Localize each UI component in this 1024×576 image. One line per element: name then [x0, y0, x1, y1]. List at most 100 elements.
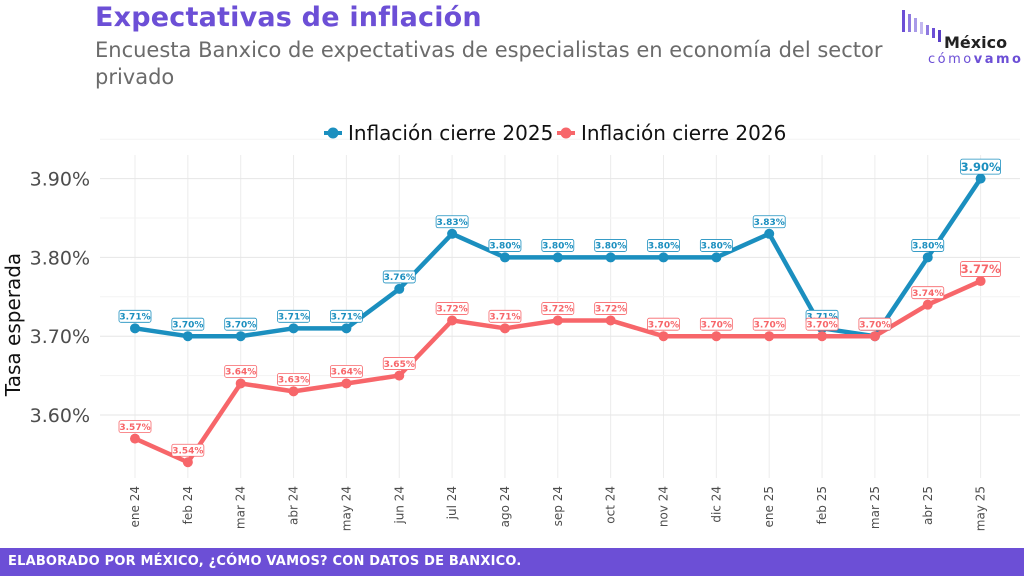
data-label-text: 3.80% — [595, 242, 626, 252]
data-label-box — [594, 239, 628, 252]
data-label: 3.64% — [224, 365, 258, 378]
data-label-text: 3.80% — [648, 242, 679, 252]
data-label: 3.65% — [382, 357, 416, 370]
data-label: 3.70% — [858, 317, 892, 331]
x-tick-label: feb 25 — [815, 486, 829, 524]
data-point — [288, 323, 299, 334]
data-point — [235, 331, 246, 342]
data-label-box — [960, 261, 1001, 277]
data-label: 3.71% — [488, 309, 522, 323]
data-label: 3.71% — [329, 309, 363, 323]
data-label-box — [911, 239, 945, 252]
data-point — [922, 252, 933, 263]
data-label-text: 3.70% — [859, 320, 890, 330]
data-label: 3.80% — [594, 239, 628, 252]
data-label-box — [752, 215, 786, 229]
legend-marker-2 — [560, 127, 572, 139]
data-point — [341, 378, 352, 389]
data-label-box — [277, 309, 310, 323]
data-label: 3.83% — [435, 215, 469, 229]
data-label: 3.64% — [329, 365, 363, 378]
data-label-text: 3.63% — [278, 376, 309, 386]
data-label-box — [435, 302, 469, 315]
data-point — [922, 299, 933, 310]
data-point — [394, 283, 405, 294]
data-label-box — [435, 215, 469, 229]
legend-label-2: Inflación cierre 2026 — [581, 121, 786, 145]
data-point — [499, 323, 510, 334]
data-label-box — [699, 317, 733, 331]
data-point — [130, 323, 140, 334]
data-label-text: 3.71% — [806, 313, 837, 323]
data-label-text: 3.77% — [961, 262, 1001, 276]
data-label: 3.80% — [699, 239, 733, 252]
series-2 — [130, 276, 986, 468]
data-label-box — [858, 317, 892, 331]
x-tick-label: dic 24 — [709, 486, 723, 523]
data-label-text: 3.80% — [701, 242, 732, 252]
data-label-text: 3.80% — [542, 242, 573, 252]
data-label-text: 3.76% — [384, 273, 415, 283]
data-label: 3.80% — [911, 239, 945, 252]
legend-label-1: Inflación cierre 2025 — [348, 121, 553, 145]
data-label-box — [224, 365, 258, 378]
data-label: 3.70% — [699, 317, 733, 331]
data-label-text: 3.72% — [595, 305, 626, 315]
data-label: 3.71% — [277, 309, 310, 323]
data-point — [447, 228, 458, 239]
logo-text-mexico: México — [944, 33, 1008, 52]
data-point — [447, 315, 458, 326]
data-label-box — [541, 302, 575, 315]
y-tick-label: 3.70% — [30, 326, 90, 348]
data-label: 3.54% — [171, 443, 205, 457]
data-label: 3.76% — [382, 270, 416, 284]
logo-text-vamos: vamos — [973, 52, 1024, 67]
x-tick-label: oct 24 — [604, 486, 618, 524]
data-label-box — [699, 239, 733, 252]
data-point — [711, 252, 722, 263]
data-label-text: 3.70% — [754, 320, 785, 330]
data-label-text: 3.74% — [912, 289, 943, 299]
data-label-box — [911, 286, 945, 300]
data-label-text: 3.83% — [754, 218, 785, 228]
data-point — [341, 323, 352, 334]
data-label-box — [382, 357, 416, 370]
data-point — [552, 252, 563, 263]
data-label-text: 3.70% — [648, 320, 679, 330]
data-label: 3.80% — [541, 239, 575, 252]
data-label-box — [488, 239, 522, 252]
data-point — [658, 331, 669, 342]
data-label-box — [171, 443, 205, 457]
x-tick-label: ago 24 — [498, 486, 512, 527]
x-tick-label: jul 24 — [445, 486, 459, 520]
data-point — [869, 331, 880, 342]
data-label-box — [329, 365, 363, 378]
data-label-box — [118, 309, 152, 323]
data-label: 3.83% — [752, 215, 786, 229]
data-labels-2: 3.57% 3.54% 3.64% 3.63% 3.64% 3.65% 3.72% 3.71%… — [118, 261, 1001, 457]
data-label: 3.70% — [171, 317, 205, 331]
x-tick-label: jun 24 — [392, 486, 406, 525]
data-label-box — [752, 317, 786, 331]
data-point — [764, 331, 775, 342]
data-label-box — [805, 317, 839, 331]
data-label-text: 3.71% — [331, 313, 362, 323]
data-label-text: 3.83% — [436, 218, 467, 228]
y-tick-label: 3.80% — [30, 247, 90, 269]
data-point — [235, 378, 246, 389]
x-tick-label: mar 25 — [868, 486, 882, 529]
x-tick-label: sep 24 — [551, 486, 565, 526]
data-point — [975, 276, 986, 287]
data-point — [182, 457, 193, 468]
x-tick-label: ene 25 — [762, 486, 776, 527]
data-label: 3.90% — [960, 158, 1001, 175]
data-point — [182, 331, 193, 342]
data-label-box — [171, 317, 205, 331]
data-label-text: 3.70% — [172, 320, 203, 330]
data-label-box — [118, 420, 152, 434]
data-point — [499, 252, 510, 263]
x-tick-label: nov 24 — [657, 486, 671, 527]
data-label: 3.74% — [911, 286, 945, 300]
mexico-como-vamos-logo: México cómovamos — [898, 10, 1024, 68]
chart-title: Expectativas de inflación — [95, 2, 482, 33]
